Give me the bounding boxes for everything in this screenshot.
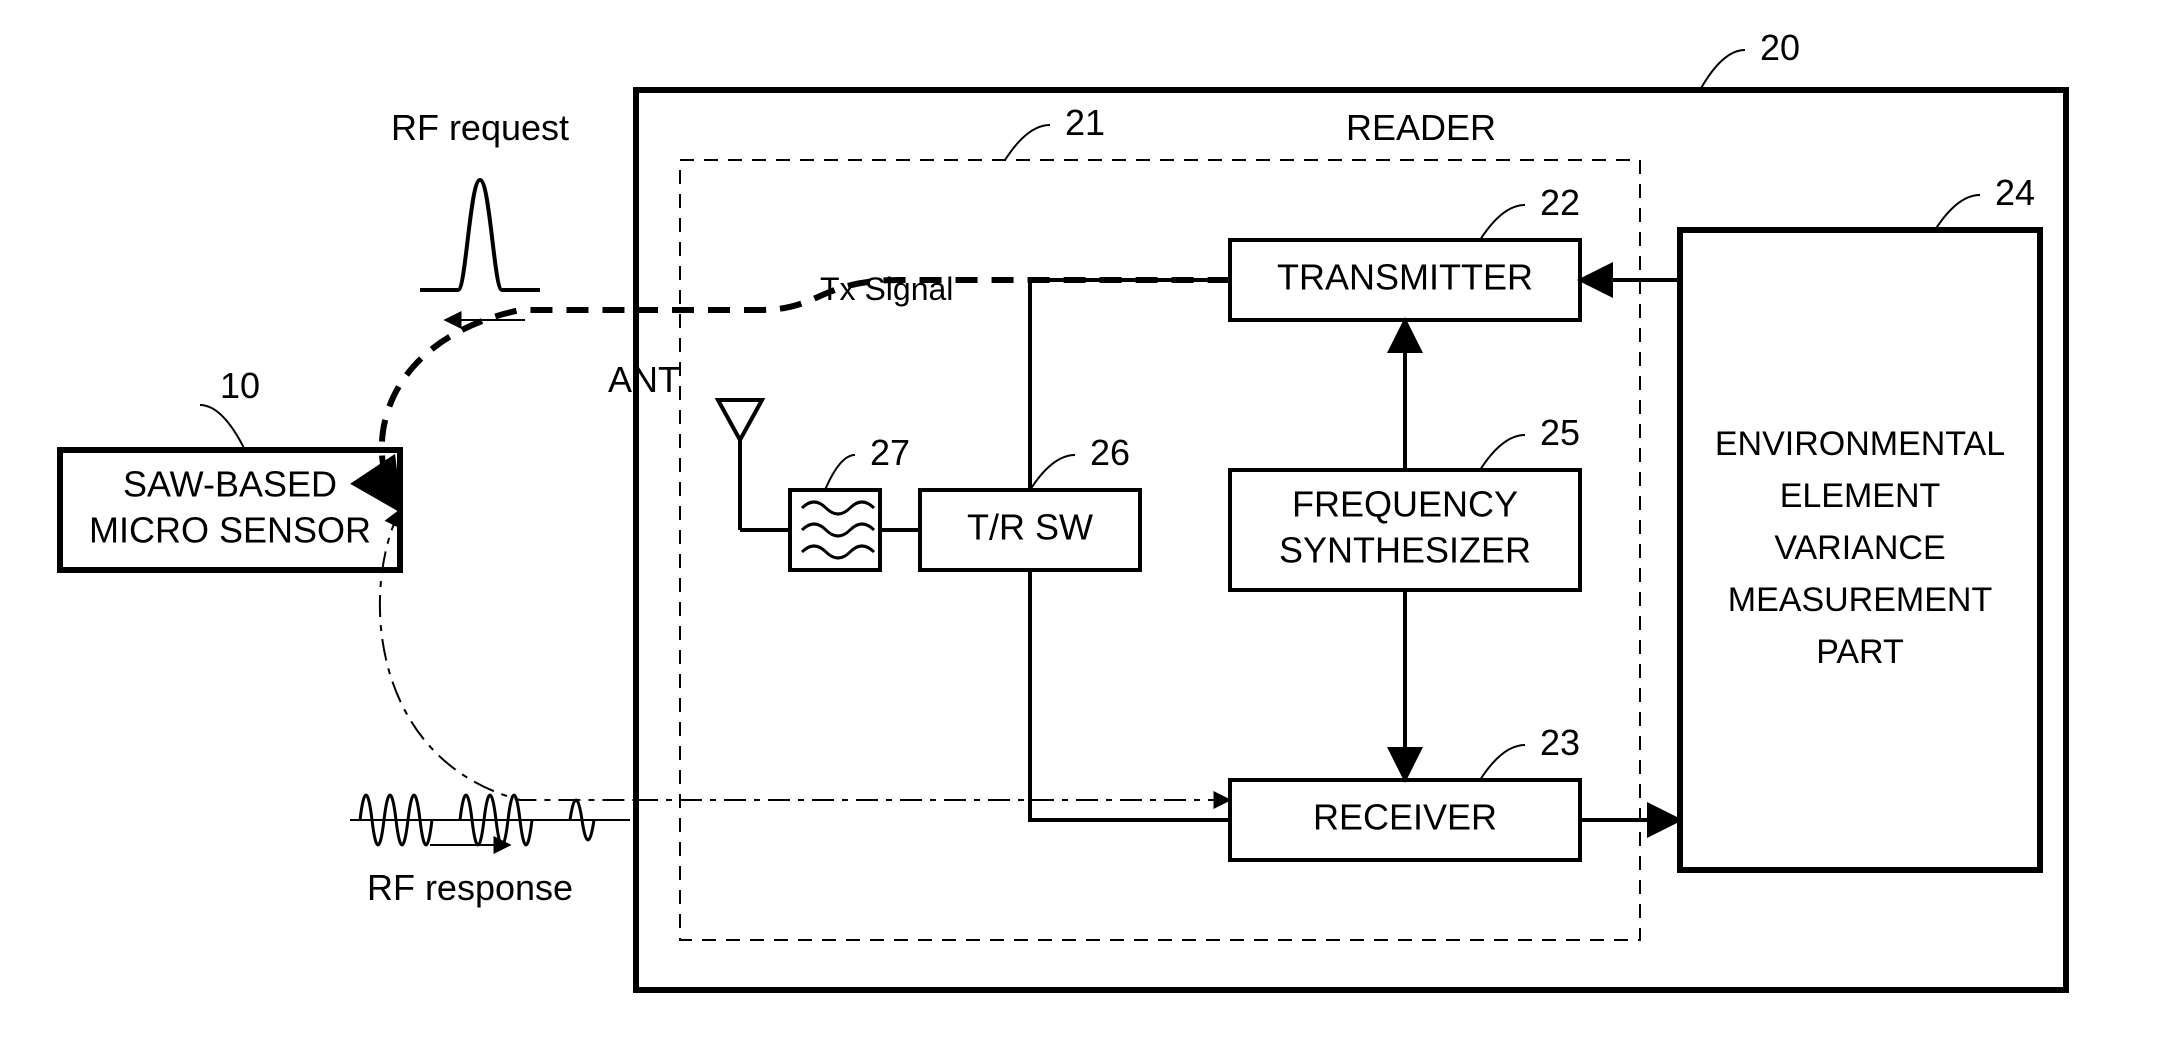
ref-freq: 25: [1540, 412, 1580, 453]
leader-sensor: [200, 405, 245, 450]
rx-path-outer: [380, 510, 636, 800]
freq-synth-label: SYNTHESIZER: [1279, 530, 1531, 571]
receiver-label: RECEIVER: [1313, 797, 1497, 838]
ref-receiver: 23: [1540, 722, 1580, 763]
ref-transmitter: 22: [1540, 182, 1580, 223]
ref-reader: 20: [1760, 27, 1800, 68]
leader-env: [1935, 195, 1980, 230]
sensor-label: SAW-BASED: [123, 464, 337, 505]
tr-switch-label: T/R SW: [967, 507, 1093, 548]
filter-wave-icon: [802, 546, 874, 558]
leader-freq: [1480, 435, 1525, 470]
env-part-label: PART: [1816, 633, 1904, 671]
antenna-icon: [718, 400, 762, 440]
antenna-label: ANT: [608, 359, 680, 400]
reader-title: READER: [1346, 107, 1496, 148]
leader-filter: [825, 455, 855, 490]
ref-trsw: 26: [1090, 432, 1130, 473]
leader-rf_part: [1005, 125, 1050, 160]
sensor-label: MICRO SENSOR: [89, 510, 371, 551]
rf-request-label: RF request: [391, 107, 569, 148]
leader-trsw: [1030, 455, 1075, 490]
env-part-label: MEASUREMENT: [1728, 581, 1992, 619]
env-part-label: ELEMENT: [1780, 477, 1941, 515]
filter-wave-icon: [802, 524, 874, 536]
rf-request-pulse-icon: [420, 180, 540, 290]
leader-reader: [1700, 50, 1745, 90]
env-part-label: ENVIRONMENTAL: [1715, 425, 2005, 463]
tx-signal-label: Tx Signal: [820, 271, 953, 307]
env-part-label: VARIANCE: [1774, 529, 1945, 567]
ref-env: 24: [1995, 172, 2035, 213]
leader-transmitter: [1480, 205, 1525, 240]
freq-synth-label: FREQUENCY: [1292, 484, 1518, 525]
ref-filter: 27: [870, 432, 910, 473]
rf-response-label: RF response: [367, 867, 573, 908]
transmitter-label: TRANSMITTER: [1277, 257, 1533, 298]
sw-to-rx: [1030, 570, 1230, 820]
ref-sensor: 10: [220, 365, 260, 406]
filter-wave-icon: [802, 502, 874, 514]
leader-receiver: [1480, 745, 1525, 780]
ref-rf_part: 21: [1065, 102, 1105, 143]
tx-path-outer: [382, 310, 636, 510]
